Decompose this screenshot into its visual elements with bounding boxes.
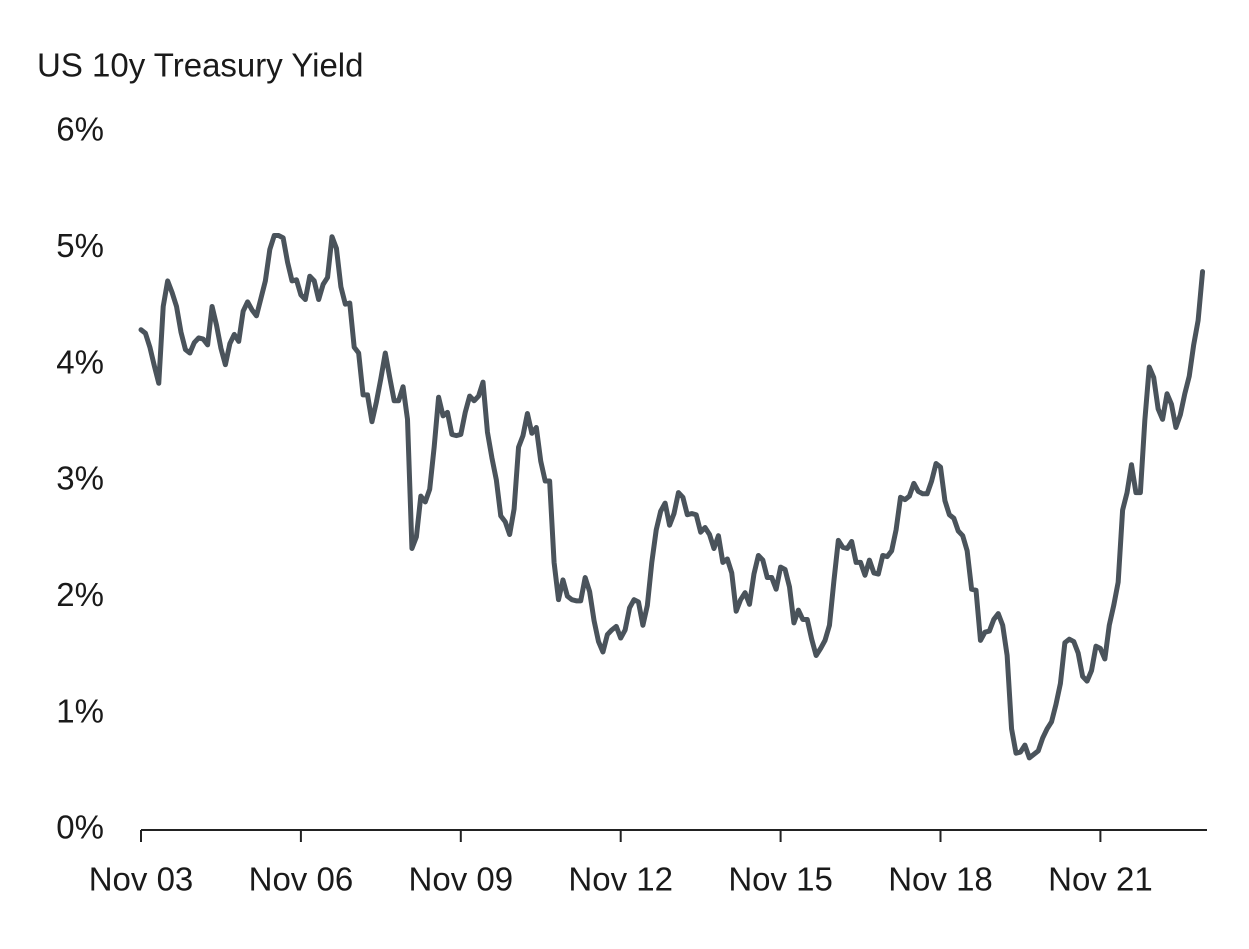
y-tick-label: 4% [56,343,104,380]
x-tick-label: Nov 09 [409,861,514,898]
y-tick-label: 1% [56,692,104,729]
x-tick-label: Nov 03 [89,861,194,898]
chart-title: US 10y Treasury Yield [37,47,364,84]
x-tick-label: Nov 12 [568,861,673,898]
y-tick-label: 0% [56,809,104,846]
yield-line [138,233,1206,761]
x-tick-label: Nov 06 [249,861,354,898]
y-tick-label: 5% [56,227,104,264]
x-tick-label: Nov 18 [888,861,993,898]
y-tick-label: 6% [56,111,104,148]
x-tick-label: Nov 15 [728,861,833,898]
y-tick-label: 3% [56,460,104,497]
y-tick-label: 2% [56,576,104,613]
x-tick-label: Nov 21 [1048,861,1153,898]
